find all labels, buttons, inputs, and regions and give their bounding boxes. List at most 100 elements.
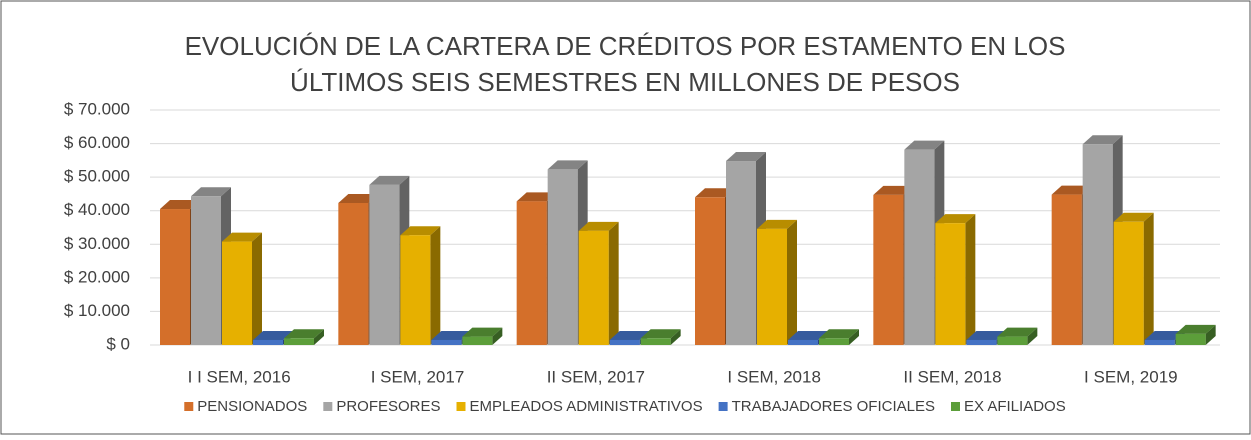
bar-front — [431, 339, 462, 345]
bar-front — [516, 201, 547, 345]
bar-front — [904, 149, 935, 345]
bar-top — [578, 221, 619, 231]
bar-top — [191, 187, 231, 197]
bar-front — [757, 228, 787, 345]
y-tick-label: $ 40.000 — [64, 200, 130, 219]
bar-front — [160, 209, 190, 345]
y-tick-label: $ 70.000 — [64, 99, 130, 118]
bar — [400, 226, 441, 345]
bar-side — [430, 226, 441, 345]
bar-top — [1113, 212, 1154, 222]
bar-front — [935, 223, 966, 345]
bar-front — [400, 235, 431, 345]
bar-front — [462, 336, 493, 345]
bar-front — [1051, 194, 1082, 345]
legend-label: TRABAJADORES OFICIALES — [732, 398, 935, 415]
y-tick-label: $ 60.000 — [64, 133, 130, 152]
bar-top — [695, 188, 735, 198]
legend-swatch — [323, 402, 333, 411]
bar-top — [788, 330, 828, 340]
legend-label: EX AFILIADOS — [964, 398, 1066, 415]
x-tick-label: II SEM, 2017 — [547, 367, 645, 386]
bar-front — [726, 161, 756, 345]
y-tick-label: $ 10.000 — [64, 301, 130, 320]
bar-front — [966, 339, 997, 345]
bar — [757, 219, 797, 345]
bar-front — [788, 339, 818, 345]
bar-front — [369, 184, 400, 345]
bar-side — [314, 329, 324, 345]
x-tick-label: II SEM, 2018 — [903, 367, 1001, 386]
bar-top — [160, 200, 200, 210]
x-tick-label: I SEM, 2018 — [727, 367, 821, 386]
y-tick-label: $ 20.000 — [64, 267, 130, 286]
bar-front — [547, 169, 578, 345]
y-tick-label: $ 50.000 — [64, 167, 130, 186]
bar-top — [338, 193, 379, 203]
bar — [462, 327, 503, 345]
bar-front — [338, 202, 369, 345]
bar-side — [965, 214, 976, 345]
bar-top — [935, 214, 976, 224]
bar-front — [578, 230, 609, 345]
x-tick-label: I SEM, 2019 — [1084, 367, 1178, 386]
bar-side — [1205, 324, 1216, 345]
bar — [1113, 212, 1154, 345]
legend-swatch — [951, 402, 960, 411]
bar-top — [757, 219, 797, 229]
chart-title: EVOLUCIÓN DE LA CARTERA DE CRÉDITOS POR … — [185, 31, 1066, 61]
bar — [284, 329, 324, 345]
bar-top — [726, 152, 766, 162]
bar-top — [1051, 185, 1092, 195]
legend-swatch — [184, 402, 194, 411]
bar-front — [1082, 144, 1113, 345]
bar — [997, 327, 1038, 345]
bar-side — [1027, 327, 1038, 345]
bar-top — [609, 330, 650, 340]
bar-top — [966, 330, 1007, 340]
legend-label: PENSIONADOS — [197, 398, 307, 415]
bar-side — [492, 327, 503, 345]
bar-front — [253, 339, 283, 345]
bar-top — [1144, 330, 1185, 340]
bar-front — [1144, 339, 1175, 345]
bar-top — [1082, 135, 1123, 145]
bar — [578, 221, 619, 345]
bar — [640, 329, 681, 345]
bar-front — [819, 338, 849, 345]
bar-side — [849, 329, 859, 345]
bar-front — [873, 194, 904, 345]
bar-front — [1113, 221, 1144, 345]
bar-side — [608, 221, 619, 345]
bar — [222, 232, 262, 345]
legend-swatch — [718, 402, 728, 411]
bar-top — [516, 192, 557, 202]
bar-front — [640, 338, 671, 345]
bar-top — [819, 329, 859, 339]
bar-front — [191, 196, 221, 345]
x-tick-label: I SEM, 2017 — [371, 367, 465, 386]
bar-front — [222, 241, 252, 345]
bar — [935, 214, 976, 345]
bar-front — [997, 336, 1028, 345]
bar-side — [670, 329, 681, 345]
bar-front — [1175, 333, 1206, 345]
bar-top — [222, 232, 262, 242]
bar-side — [1143, 212, 1154, 345]
bar-top — [904, 140, 945, 150]
bar-top — [284, 329, 324, 339]
bar-front — [695, 197, 725, 345]
bar-top — [547, 160, 588, 170]
y-tick-label: $ 30.000 — [64, 234, 130, 253]
bar-top — [873, 185, 914, 195]
y-tick-label: $ 0 — [106, 334, 130, 353]
bar — [1175, 324, 1216, 345]
bar-top — [400, 226, 441, 236]
bar-top — [369, 175, 410, 185]
bar-top — [997, 327, 1038, 337]
bar-top — [640, 329, 681, 339]
bar-top — [253, 330, 293, 340]
legend-label: PROFESORES — [336, 398, 440, 415]
bar-top — [1175, 324, 1216, 334]
